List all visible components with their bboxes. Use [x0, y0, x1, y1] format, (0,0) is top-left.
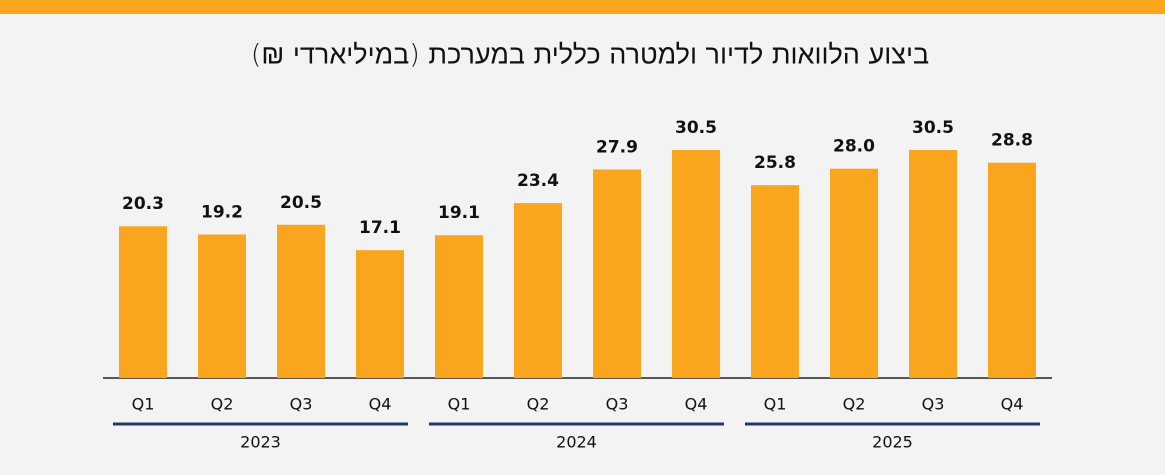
x-tick-label: Q4 — [685, 395, 708, 414]
value-label: 19.1 — [438, 203, 480, 223]
value-label: 27.9 — [596, 137, 638, 157]
bar — [593, 169, 641, 378]
bar — [672, 150, 720, 378]
x-tick-label: Q4 — [369, 395, 392, 414]
value-label: 30.5 — [675, 118, 717, 138]
chart-title: ביצוע הלוואות לדיור ולמטרה כללית במערכת … — [251, 40, 929, 71]
group-label: 2025 — [872, 433, 913, 452]
bar — [198, 234, 246, 378]
x-tick-label: Q3 — [290, 395, 313, 414]
bar — [435, 235, 483, 378]
top-band — [0, 0, 1165, 14]
bar — [751, 185, 799, 378]
x-tick-label: Q1 — [132, 395, 155, 414]
value-label: 17.1 — [359, 218, 401, 238]
x-tick-label: Q1 — [764, 395, 787, 414]
value-label: 30.5 — [912, 118, 954, 138]
bar — [119, 226, 167, 378]
x-tick-label: Q3 — [606, 395, 629, 414]
group-label: 2023 — [240, 433, 281, 452]
x-tick-label: Q1 — [448, 395, 471, 414]
x-tick-label: Q2 — [843, 395, 866, 414]
x-tick-label: Q2 — [527, 395, 550, 414]
x-tick-label: Q2 — [211, 395, 234, 414]
x-tick-label: Q3 — [922, 395, 945, 414]
bar — [830, 168, 878, 378]
bar — [909, 150, 957, 378]
group-label: 2024 — [556, 433, 597, 452]
x-tick-label: Q4 — [1001, 395, 1024, 414]
bar — [277, 224, 325, 378]
value-label: 25.8 — [754, 153, 796, 173]
bar — [514, 203, 562, 378]
bar — [356, 250, 404, 378]
value-label: 19.2 — [201, 202, 243, 222]
value-label: 20.5 — [280, 193, 322, 213]
bar — [988, 162, 1036, 378]
value-label: 28.8 — [991, 131, 1033, 151]
value-label: 23.4 — [517, 171, 559, 191]
value-label: 20.3 — [122, 194, 164, 214]
value-label: 28.0 — [833, 137, 875, 157]
